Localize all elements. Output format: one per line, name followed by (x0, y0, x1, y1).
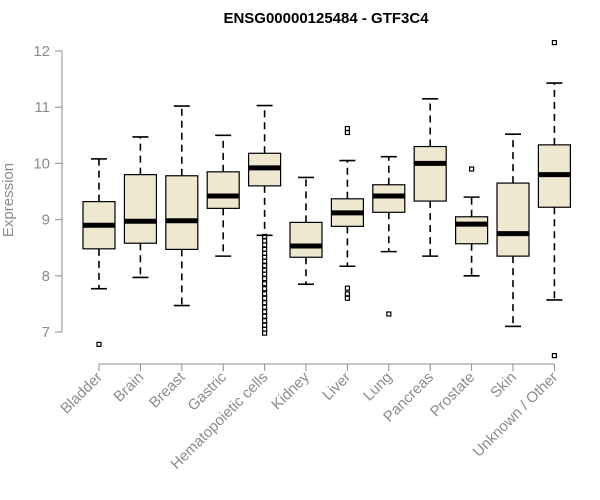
y-axis: 7 8 9 10 11 12 (33, 43, 63, 341)
y-tick-label: 7 (42, 324, 50, 341)
box-group (165, 105, 199, 307)
x-tick-label: Breast (146, 368, 189, 411)
box (372, 184, 406, 213)
box (206, 171, 240, 209)
outlier-point (262, 330, 268, 336)
outlier-point (469, 166, 475, 172)
outlier-point (262, 263, 268, 269)
box (496, 182, 530, 257)
box (455, 216, 489, 245)
box-group (289, 176, 323, 286)
outlier-point (344, 285, 350, 291)
box-series (82, 39, 572, 359)
box (165, 175, 199, 250)
outlier-point (344, 129, 350, 136)
outlier-point (344, 295, 350, 301)
box-group (372, 155, 406, 317)
x-tick-label: Skin (487, 369, 520, 402)
outlier-point (262, 309, 268, 315)
outlier-point (262, 286, 268, 292)
x-tick-label: Brain (110, 369, 147, 406)
x-tick-label: Kidney (268, 368, 313, 413)
outlier-point (262, 304, 268, 310)
x-tick-label: Lung (360, 369, 396, 405)
y-axis-label: Expression (0, 163, 17, 237)
y-tick-label: 11 (34, 99, 50, 116)
y-tick-label: 12 (33, 43, 50, 60)
outlier-point (262, 276, 268, 282)
box-group (206, 134, 240, 257)
chart-title: ENSG00000125484 - GTF3C4 (223, 10, 429, 27)
outlier-point (386, 311, 392, 317)
outlier-point (262, 318, 268, 324)
outlier-point (262, 300, 268, 306)
box-group (496, 133, 530, 328)
box-group (413, 97, 447, 257)
x-tick-label: Liver (319, 369, 354, 404)
outlier-point (262, 281, 268, 287)
box-group (455, 166, 489, 277)
box (413, 145, 447, 202)
outlier-point (551, 353, 558, 359)
outlier-point (344, 291, 350, 297)
box-group (123, 136, 158, 279)
outlier-point (96, 341, 102, 347)
box-group (82, 158, 116, 347)
box (123, 174, 158, 244)
y-tick-label: 9 (42, 212, 50, 229)
y-tick-label: 10 (33, 155, 50, 172)
box (289, 221, 323, 258)
y-tick-label: 8 (42, 268, 50, 285)
outlier-point (551, 39, 558, 46)
outlier-point (262, 295, 268, 301)
x-tick-label: Prostate (427, 369, 479, 421)
x-tick-label: Bladder (57, 369, 106, 418)
box-group (330, 125, 364, 301)
outlier-point (262, 291, 268, 297)
box-group (537, 39, 572, 359)
box-group (248, 104, 282, 336)
outlier-point (262, 313, 268, 319)
